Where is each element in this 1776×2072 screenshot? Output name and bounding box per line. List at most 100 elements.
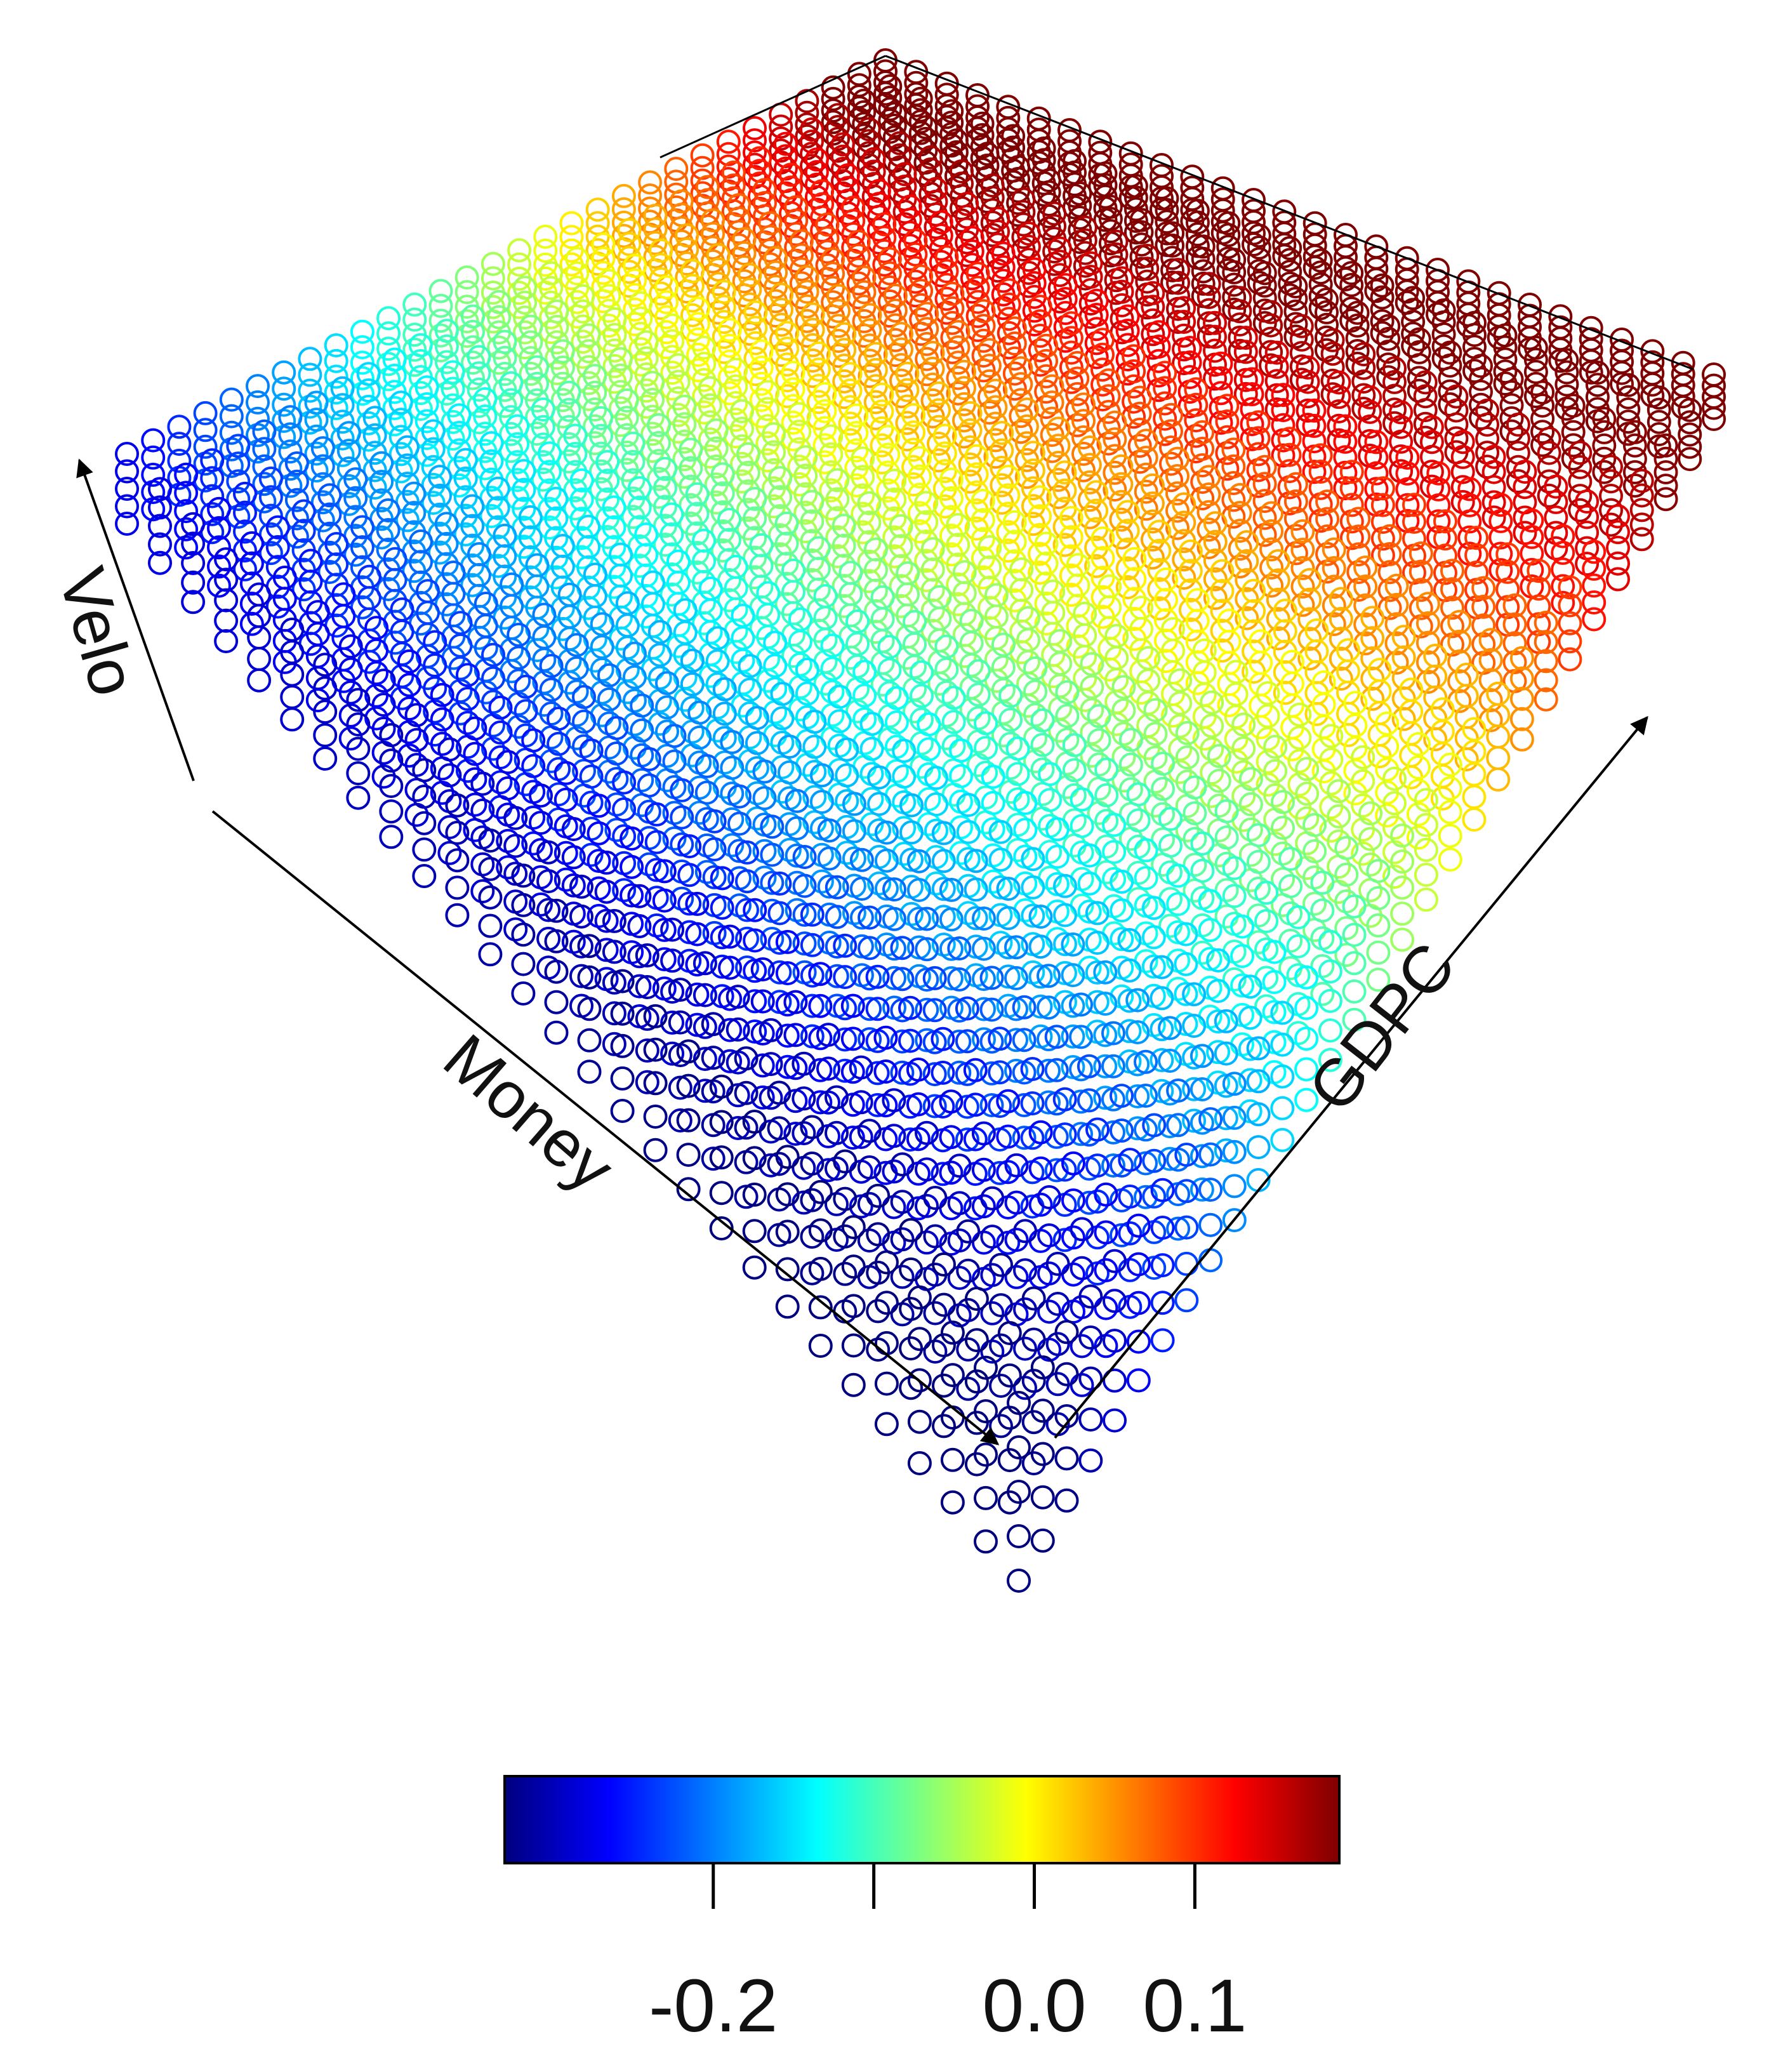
data-point bbox=[887, 143, 912, 168]
data-point bbox=[909, 279, 934, 303]
data-point bbox=[572, 709, 596, 734]
data-point bbox=[539, 701, 564, 726]
data-point bbox=[821, 110, 845, 135]
data-point bbox=[1290, 538, 1315, 562]
data-point bbox=[769, 298, 793, 322]
data-point bbox=[874, 1412, 899, 1437]
data-point bbox=[298, 394, 322, 419]
data-point bbox=[964, 1328, 989, 1353]
data-point bbox=[1077, 1088, 1101, 1113]
data-point bbox=[1339, 272, 1364, 297]
data-point bbox=[1004, 1190, 1029, 1215]
data-point bbox=[480, 266, 505, 291]
data-point bbox=[986, 220, 1011, 244]
data-point bbox=[595, 449, 620, 474]
data-point bbox=[908, 464, 932, 489]
data-point bbox=[115, 459, 139, 484]
data-point bbox=[889, 534, 913, 559]
data-point bbox=[1046, 416, 1071, 441]
data-point bbox=[507, 668, 531, 693]
data-point bbox=[1351, 369, 1376, 394]
data-point bbox=[929, 210, 953, 235]
data-point bbox=[1147, 538, 1172, 563]
data-point bbox=[1040, 439, 1064, 463]
data-point bbox=[513, 276, 538, 300]
data-point bbox=[1558, 629, 1582, 654]
data-point bbox=[434, 552, 459, 576]
data-point bbox=[447, 420, 472, 445]
data-point bbox=[773, 144, 798, 169]
data-point bbox=[445, 820, 470, 845]
data-point bbox=[564, 726, 589, 750]
data-point bbox=[742, 1219, 767, 1244]
data-point bbox=[971, 508, 995, 533]
data-point bbox=[1342, 922, 1367, 947]
data-point bbox=[1222, 1072, 1247, 1096]
data-point bbox=[1438, 800, 1462, 825]
data-point bbox=[1004, 966, 1028, 990]
data-point bbox=[1342, 894, 1367, 919]
data-point bbox=[1153, 361, 1177, 385]
data-point bbox=[983, 378, 1008, 403]
data-point bbox=[1502, 612, 1527, 637]
data-point bbox=[956, 1337, 981, 1362]
data-point bbox=[1166, 1216, 1191, 1241]
data-point bbox=[692, 528, 716, 553]
data-point bbox=[1287, 748, 1312, 773]
data-point bbox=[1478, 688, 1503, 712]
data-point bbox=[1023, 749, 1048, 774]
data-point bbox=[1203, 567, 1228, 592]
data-point bbox=[785, 788, 809, 813]
data-point bbox=[906, 1058, 931, 1082]
data-point bbox=[1134, 428, 1158, 453]
data-point bbox=[932, 1414, 956, 1438]
data-point bbox=[604, 792, 629, 817]
data-point bbox=[1413, 398, 1438, 422]
data-point bbox=[1126, 1213, 1151, 1238]
data-point bbox=[1180, 175, 1205, 200]
data-point bbox=[808, 1090, 833, 1115]
data-point bbox=[1062, 758, 1087, 783]
data-point bbox=[1037, 995, 1061, 1020]
data-point bbox=[623, 268, 647, 293]
data-point bbox=[1101, 1054, 1125, 1079]
data-point bbox=[1296, 384, 1320, 409]
data-point bbox=[693, 983, 717, 1007]
data-point bbox=[174, 499, 199, 524]
data-point bbox=[511, 981, 536, 1006]
data-point bbox=[887, 131, 912, 156]
data-point bbox=[343, 542, 368, 567]
data-point bbox=[685, 521, 710, 546]
data-point bbox=[604, 741, 629, 766]
data-point bbox=[1150, 1328, 1175, 1353]
data-point bbox=[1462, 807, 1487, 832]
data-point bbox=[964, 1369, 989, 1394]
data-point bbox=[1007, 1480, 1031, 1504]
data-point bbox=[371, 668, 396, 693]
data-point bbox=[1270, 1096, 1295, 1120]
data-point bbox=[280, 685, 305, 709]
data-point bbox=[1230, 1032, 1255, 1057]
data-point bbox=[821, 75, 845, 100]
data-point bbox=[141, 428, 166, 453]
data-point bbox=[882, 488, 907, 512]
data-point bbox=[816, 1023, 840, 1047]
data-point bbox=[889, 337, 913, 362]
data-point bbox=[718, 924, 743, 949]
data-point bbox=[927, 398, 951, 423]
data-point bbox=[1499, 419, 1524, 444]
data-point bbox=[1198, 1178, 1223, 1202]
data-point bbox=[1122, 547, 1147, 571]
data-point bbox=[569, 507, 594, 531]
data-point bbox=[1071, 392, 1096, 417]
data-point bbox=[653, 475, 677, 500]
data-point bbox=[1502, 593, 1527, 618]
data-point bbox=[1175, 769, 1200, 794]
data-point bbox=[544, 506, 569, 531]
data-point bbox=[1037, 964, 1061, 988]
data-point bbox=[825, 905, 849, 929]
data-point bbox=[668, 1075, 693, 1100]
data-point bbox=[518, 545, 543, 569]
data-point bbox=[1599, 455, 1623, 479]
data-point bbox=[1231, 736, 1256, 760]
